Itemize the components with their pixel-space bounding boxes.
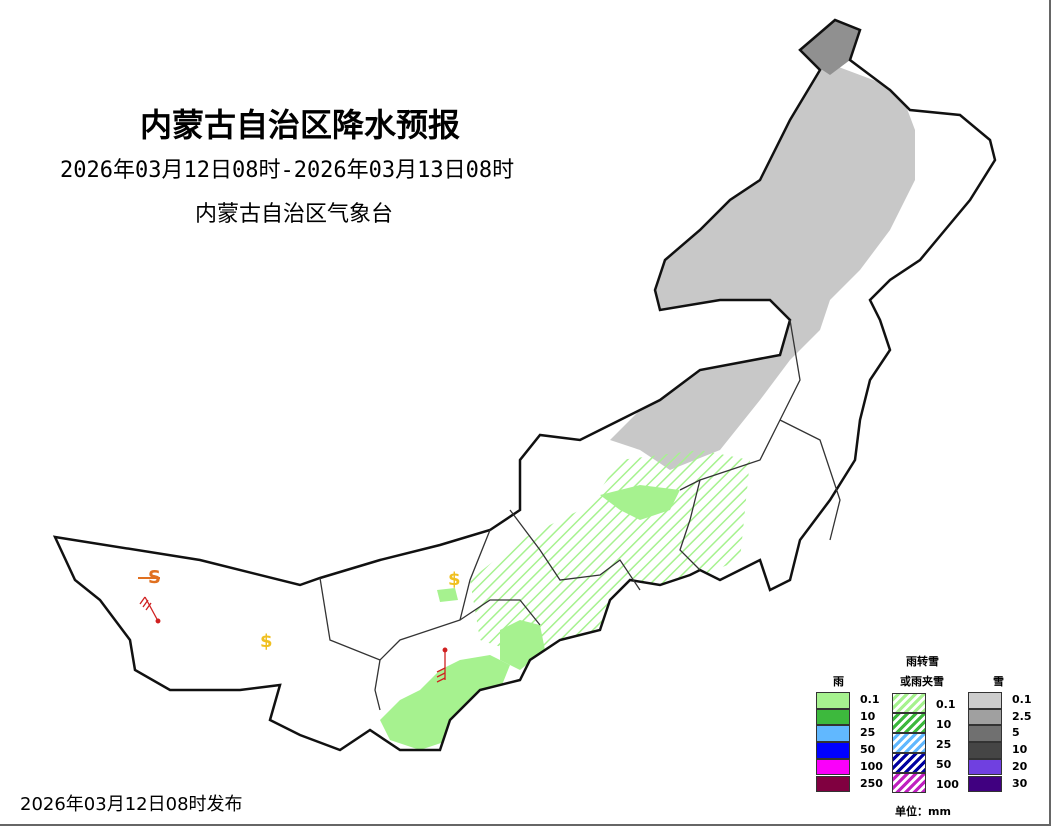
legend-swatch-rain (816, 692, 850, 709)
legend-rain-title: 雨 (833, 675, 844, 688)
legend-swatch-mixed (892, 693, 926, 713)
legend-label-snow: 30 (1012, 776, 1028, 790)
legend-swatch-rain (816, 758, 850, 776)
legend-swatch-mixed (892, 733, 926, 753)
legend-label-mixed: 25 (936, 738, 952, 751)
legend-swatch-rain (816, 775, 850, 793)
legend-swatch-rain (816, 742, 850, 759)
wind-barb-icon (436, 647, 448, 683)
legend-label-snow: 5 (1012, 726, 1020, 740)
legend-swatch-snow (968, 758, 1002, 776)
legend-swatch-rain (816, 708, 850, 726)
legend-label-snow: 2.5 (1012, 709, 1032, 723)
rain-area-mid (500, 620, 545, 670)
legend-label-mixed: 0.1 (936, 698, 956, 711)
legend-swatch-snow (968, 775, 1002, 793)
legend-swatch-mixed (892, 713, 926, 733)
rain-area-west (380, 655, 510, 750)
legend-label-snow: 0.1 (1012, 693, 1032, 706)
legend-swatch-snow (968, 742, 1002, 759)
rain-area-north (600, 485, 680, 520)
map-title: 内蒙古自治区降水预报 (140, 106, 461, 144)
mixed-area (470, 450, 750, 660)
legend-swatch-snow (968, 708, 1002, 726)
legend-label-rain: 0.1 (860, 693, 880, 706)
snow-area-2.5 (800, 20, 860, 75)
legend-label-mixed: 10 (936, 718, 952, 731)
legend-label-snow: 20 (1012, 759, 1028, 773)
legend-label-rain: 25 (860, 726, 876, 740)
legend-label-rain: 250 (860, 776, 883, 790)
league-boundaries (319, 319, 841, 711)
legend-label-rain: 100 (860, 759, 883, 773)
legend-label-rain: 10 (860, 709, 876, 723)
legend-snow-title: 雪 (993, 675, 1004, 688)
wind-barb-icon (139, 596, 161, 624)
legend-label-mixed: 100 (936, 778, 959, 791)
legend-swatch-mixed (892, 773, 926, 793)
legend-mixed-subtitle: 或雨夹雪 (900, 675, 944, 688)
issued-time: 2026年03月12日08时发布 (20, 794, 243, 815)
snow-area-0.1 (610, 60, 915, 470)
legend-swatch-rain (816, 725, 850, 743)
forecast-period: 2026年03月12日08时-2026年03月13日08时 (60, 158, 515, 183)
legend-label-mixed: 50 (936, 758, 952, 771)
legend-mixed-title: 雨转雪 (906, 655, 939, 668)
legend-swatch-snow (968, 725, 1002, 743)
legend-swatch-mixed (892, 753, 926, 773)
snow-symbol: $ (260, 631, 273, 652)
legend-label-snow: 10 (1012, 743, 1028, 757)
snow-symbol: $ (448, 569, 461, 590)
legend-label-rain: 50 (860, 743, 876, 757)
organization: 内蒙古自治区气象台 (195, 202, 394, 227)
rain-area-small (437, 588, 458, 602)
legend-unit: 单位：mm (895, 805, 951, 818)
legend-swatch-snow (968, 692, 1002, 709)
